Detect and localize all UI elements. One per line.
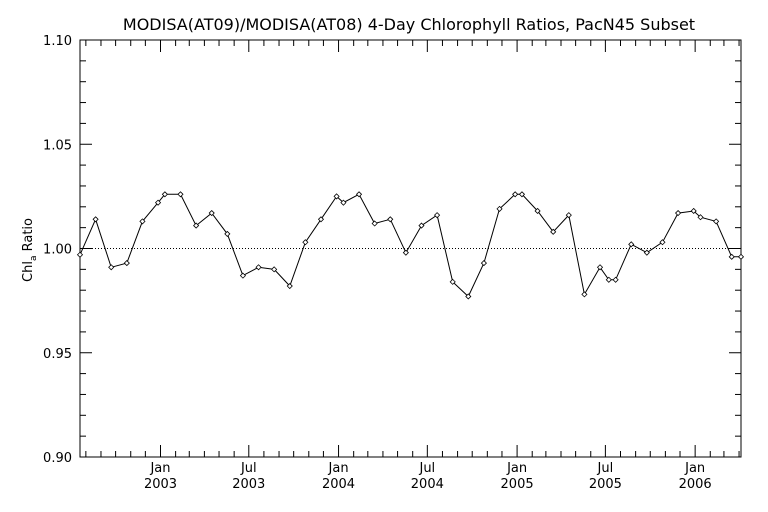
data-point [387,216,394,223]
x-tick-label-month: Jan [506,461,527,476]
data-point [139,218,146,225]
data-point [239,272,246,279]
y-tick-label: 1.00 [43,243,72,258]
y-tick-label: 0.90 [43,451,72,466]
x-tick-label-year: 2004 [322,477,355,492]
data-point [496,205,503,212]
data-point [286,282,293,290]
data-point [255,264,262,271]
x-tick-label-year: 2005 [589,477,622,492]
data-point [340,199,347,206]
x-tick-label-month: Jul [418,461,435,476]
y-axis-label-subscript: a [29,256,39,262]
data-point [518,191,526,198]
x-tick-label-year: 2006 [679,477,712,492]
data-point [605,276,612,283]
data-point [434,212,441,219]
data-point [612,276,619,283]
x-axis: Jan2003Jul2003Jan2004Jul2004Jan2005Jul20… [85,40,740,492]
data-point [154,199,162,206]
x-tick-label-month: Jul [240,461,257,476]
data-point [302,239,309,246]
data-point [402,249,409,256]
x-tick-label-year: 2004 [411,477,444,492]
data-point [728,253,735,260]
x-tick-label-year: 2003 [144,477,177,492]
data-point [465,293,472,300]
data-point [224,230,231,237]
series-group [76,191,745,300]
data-point [480,260,487,267]
data-point [418,222,425,229]
data-point [271,266,278,273]
x-tick-label-month: Jul [597,461,614,476]
x-tick-label-year: 2003 [232,477,265,492]
data-point [737,253,745,260]
data-point [177,191,184,198]
series-line [79,193,741,298]
data-point [333,193,340,200]
data-point [628,241,635,248]
data-point [208,209,215,217]
data-point [565,212,572,219]
data-point [108,264,115,271]
data-point [355,191,363,198]
data-point [659,239,666,246]
data-point [643,249,650,256]
data-point [550,228,557,235]
y-tick-label: 1.10 [43,34,72,49]
y-axis: 0.90 0.95 1.00 1.05 1.10 [43,34,741,466]
data-point [76,251,84,258]
x-tick-label-month: Jan [684,461,705,476]
data-point [92,216,99,223]
y-axis-label-main: Chl [21,261,36,282]
data-point [713,218,720,225]
data-point [697,214,704,221]
y-axis-label-rest: Ratio [21,218,36,256]
y-axis-label: Chla Ratio [21,218,39,282]
x-tick-label-month: Jan [328,461,349,476]
data-point [193,222,200,229]
data-point [449,278,456,285]
y-tick-label: 0.95 [43,347,72,362]
data-point [675,209,682,217]
data-point [371,220,378,227]
x-tick-label-month: Jan [149,461,170,476]
data-point [690,207,697,215]
data-point [581,291,588,298]
data-point [123,260,130,267]
data-point [161,191,168,198]
data-point [512,191,519,198]
x-tick-label-year: 2005 [501,477,534,492]
data-point [534,207,541,215]
y-tick-label: 1.05 [43,138,72,153]
chart-title: MODISA(AT09)/MODISA(AT08) 4-Day Chloroph… [123,15,695,34]
data-point [317,216,325,223]
data-point [596,264,604,271]
